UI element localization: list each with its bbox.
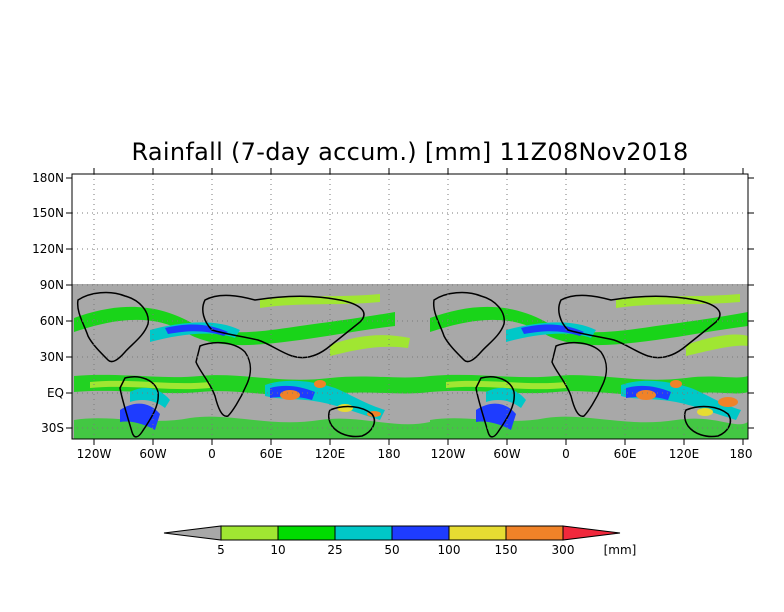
rain-band-50 bbox=[486, 387, 526, 408]
map-frame bbox=[71, 173, 749, 440]
colorbar-tick-label: 5 bbox=[217, 543, 225, 557]
rain-band-10 bbox=[616, 294, 740, 308]
no-data-background bbox=[72, 284, 748, 439]
coastlines bbox=[76, 291, 732, 438]
lat-label: 90N bbox=[40, 278, 64, 292]
colorbar-tick-label: 300 bbox=[552, 543, 575, 557]
australia-outline bbox=[683, 405, 732, 438]
axis-ticks bbox=[66, 168, 754, 445]
south-america-outline bbox=[119, 376, 159, 438]
latitude-labels: 180N 150N 120N 90N 60N 30N EQ 30S bbox=[32, 171, 64, 435]
colorbar-labels: 5 10 25 50 100 150 300 [mm] bbox=[217, 543, 636, 557]
colorbar-segment bbox=[334, 525, 393, 541]
north-america-outline bbox=[432, 291, 505, 363]
heavy-rain-cell bbox=[636, 390, 656, 400]
colorbar-tick-label: 10 bbox=[270, 543, 285, 557]
colorbar-low-triangle bbox=[163, 525, 222, 541]
rainfall-field bbox=[72, 284, 748, 439]
colorbar-segment bbox=[448, 525, 507, 541]
rain-band-10 bbox=[330, 335, 410, 356]
rain-band-10 bbox=[446, 380, 566, 390]
lon-label: 120E bbox=[669, 447, 700, 461]
eurasia-outline bbox=[202, 294, 365, 359]
colorbar-tick-label: 50 bbox=[384, 543, 399, 557]
rain-band-50 bbox=[130, 387, 170, 408]
lat-label: 30S bbox=[41, 421, 64, 435]
colorbar-tick-label: 100 bbox=[438, 543, 461, 557]
heavy-rain-cell bbox=[718, 397, 738, 407]
storm-track-band bbox=[74, 306, 395, 346]
storm-track-band bbox=[430, 306, 748, 346]
lat-label: 150N bbox=[32, 206, 64, 220]
lon-label: 0 bbox=[208, 447, 216, 461]
colorbar-segment bbox=[220, 525, 279, 541]
lat-label: EQ bbox=[47, 386, 64, 400]
rain-band-10 bbox=[90, 380, 210, 390]
rain-band-100 bbox=[521, 324, 584, 336]
lon-label: 60E bbox=[260, 447, 283, 461]
lon-label: 60W bbox=[493, 447, 520, 461]
map-title: Rainfall (7-day accum.) [mm] 11Z08Nov201… bbox=[131, 138, 689, 166]
lat-label: 60N bbox=[40, 314, 64, 328]
heavy-rain-cell bbox=[280, 390, 300, 400]
map-gridlines bbox=[72, 174, 748, 439]
longitude-labels: 120W 60W 0 60E 120E 180 120W 60W 0 60E 1… bbox=[77, 447, 753, 461]
lat-label: 30N bbox=[40, 350, 64, 364]
rain-band-10 bbox=[260, 294, 380, 308]
rain-band-100 bbox=[120, 403, 160, 430]
africa-outline bbox=[195, 341, 252, 417]
rain-band-100 bbox=[476, 403, 516, 430]
colorbar bbox=[163, 525, 621, 541]
plot-background bbox=[72, 174, 748, 284]
lon-label: 60W bbox=[139, 447, 166, 461]
colorbar-segment bbox=[505, 525, 564, 541]
australia-outline bbox=[327, 405, 376, 438]
lat-label: 180N bbox=[32, 171, 64, 185]
lat-label: 120N bbox=[32, 242, 64, 256]
lon-label: 120W bbox=[431, 447, 466, 461]
colorbar-unit-label: [mm] bbox=[604, 543, 637, 557]
lon-label: 120W bbox=[77, 447, 112, 461]
heavy-rain-cell bbox=[670, 380, 682, 388]
lon-label: 60E bbox=[614, 447, 637, 461]
itcz-band bbox=[74, 374, 430, 396]
lon-label: 120E bbox=[315, 447, 346, 461]
south-america-outline bbox=[475, 376, 515, 438]
lon-label: 180 bbox=[730, 447, 753, 461]
africa-outline bbox=[551, 341, 608, 417]
rain-band-100 bbox=[165, 324, 228, 336]
lon-label: 180 bbox=[378, 447, 401, 461]
heavy-rain-cell bbox=[314, 380, 326, 388]
eurasia-outline bbox=[558, 294, 721, 359]
colorbar-segment bbox=[277, 525, 336, 541]
colorbar-high-triangle bbox=[562, 525, 621, 541]
rain-band-10 bbox=[686, 334, 748, 356]
colorbar-segment bbox=[391, 525, 450, 541]
lon-label: 0 bbox=[562, 447, 570, 461]
north-america-outline bbox=[76, 291, 149, 363]
colorbar-tick-label: 150 bbox=[495, 543, 518, 557]
colorbar-tick-label: 25 bbox=[327, 543, 342, 557]
heavy-rain-cell bbox=[697, 408, 713, 416]
